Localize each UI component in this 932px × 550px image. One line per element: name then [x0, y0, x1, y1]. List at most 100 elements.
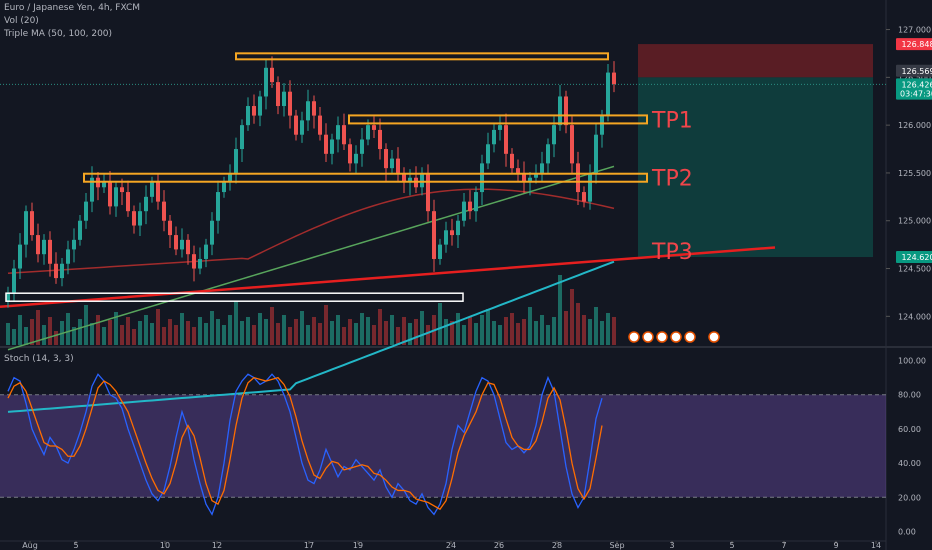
- volume-bar: [570, 289, 574, 345]
- candle-body: [210, 220, 214, 245]
- candle-body: [156, 182, 160, 202]
- candle-body: [282, 91, 286, 107]
- event-icon: [670, 331, 682, 343]
- candle-body: [372, 125, 376, 130]
- volume-bar: [582, 315, 586, 345]
- volume-bar: [264, 319, 268, 345]
- volume-bar: [30, 319, 34, 345]
- volume-bar: [324, 305, 328, 345]
- volume-bar: [396, 327, 400, 345]
- candle-body: [522, 172, 526, 183]
- candle-body: [462, 201, 466, 221]
- volume-bar: [576, 303, 580, 345]
- price-tick-label: 124.000: [898, 312, 931, 321]
- symbol-legend[interactable]: Euro / Japanese Yen, 4h, FXCM: [4, 3, 141, 13]
- volume-bar: [48, 317, 52, 345]
- candle-body: [270, 67, 274, 83]
- candle-body: [102, 182, 106, 188]
- volume-bar: [606, 313, 610, 345]
- candle-body: [324, 134, 328, 154]
- volume-bar: [270, 307, 274, 345]
- candle-body: [84, 201, 88, 221]
- volume-bar: [522, 319, 526, 345]
- stoch-tick-label: 80.00: [898, 391, 921, 400]
- candle-body: [294, 115, 298, 135]
- volume-bar: [300, 311, 304, 345]
- candle-body: [318, 115, 322, 135]
- volume-bar: [234, 301, 238, 345]
- candle-body: [594, 134, 598, 173]
- stoch-legend[interactable]: Stoch (14, 3, 3): [4, 354, 74, 364]
- stoch-tick-label: 40.00: [898, 459, 921, 468]
- volume-bar: [342, 327, 346, 345]
- candle-body: [492, 129, 496, 145]
- candle-body: [444, 230, 448, 245]
- candle-body: [192, 254, 196, 269]
- candle-body: [480, 163, 484, 193]
- volume-bar: [84, 305, 88, 345]
- candle-body: [150, 182, 154, 197]
- support-box: [5, 292, 464, 302]
- volume-bar: [354, 323, 358, 345]
- candle-body: [180, 239, 184, 250]
- volume-bar: [102, 327, 106, 345]
- volume-bar: [558, 275, 562, 345]
- volume-bar: [372, 325, 376, 345]
- volume-bar: [360, 313, 364, 345]
- event-icon: [656, 331, 668, 343]
- stoch-tick-label: 0.00: [898, 527, 916, 536]
- volume-bar: [378, 309, 382, 345]
- volume-bar: [552, 317, 556, 345]
- candle-body: [606, 72, 610, 116]
- time-tick-label: 12: [212, 541, 222, 550]
- candle-body: [540, 163, 544, 173]
- candle-body: [342, 125, 346, 145]
- candle-body: [108, 182, 112, 207]
- candle-body: [390, 158, 394, 169]
- volume-bar: [330, 321, 334, 345]
- volume-bar: [438, 303, 442, 345]
- volume-bar: [36, 310, 40, 345]
- volume-bar: [420, 311, 424, 345]
- candle-body: [438, 244, 442, 259]
- volume-bar: [312, 317, 316, 345]
- tp2-box: [83, 172, 648, 183]
- candle-body: [66, 249, 70, 264]
- time-tick-label: Sep: [609, 541, 624, 550]
- volume-bar: [114, 312, 118, 345]
- candle-body: [588, 172, 592, 202]
- time-tick-label: 14: [871, 541, 881, 550]
- candle-body: [396, 158, 400, 173]
- volume-bar: [534, 321, 538, 345]
- volume-bar: [366, 317, 370, 345]
- candle-body: [54, 263, 58, 279]
- volume-bar: [294, 319, 298, 345]
- target-zone: [638, 77, 873, 258]
- candle-body: [378, 129, 382, 150]
- volume-legend[interactable]: Vol (20): [4, 16, 39, 26]
- volume-bar: [240, 321, 244, 345]
- volume-bar: [414, 319, 418, 345]
- ma200-line: [7, 260, 615, 413]
- volume-bar: [24, 327, 28, 345]
- candle-body: [534, 172, 538, 178]
- candle-body: [510, 153, 514, 169]
- time-tick-label: 5: [73, 541, 78, 550]
- candle-body: [222, 182, 226, 193]
- candle-body: [528, 177, 532, 183]
- price-label: 126.569: [901, 67, 932, 76]
- volume-bar: [462, 325, 466, 345]
- candle-body: [258, 96, 262, 116]
- candle-body: [126, 192, 130, 212]
- volume-bar: [132, 329, 136, 345]
- volume-bar: [594, 307, 598, 345]
- candle-body: [24, 211, 28, 245]
- volume-bar: [384, 321, 388, 345]
- volume-bar: [144, 315, 148, 345]
- volume-bar: [12, 329, 16, 345]
- volume-bar: [474, 323, 478, 345]
- candle-body: [600, 115, 604, 135]
- ma-legend[interactable]: Triple MA (50, 100, 200): [4, 29, 113, 39]
